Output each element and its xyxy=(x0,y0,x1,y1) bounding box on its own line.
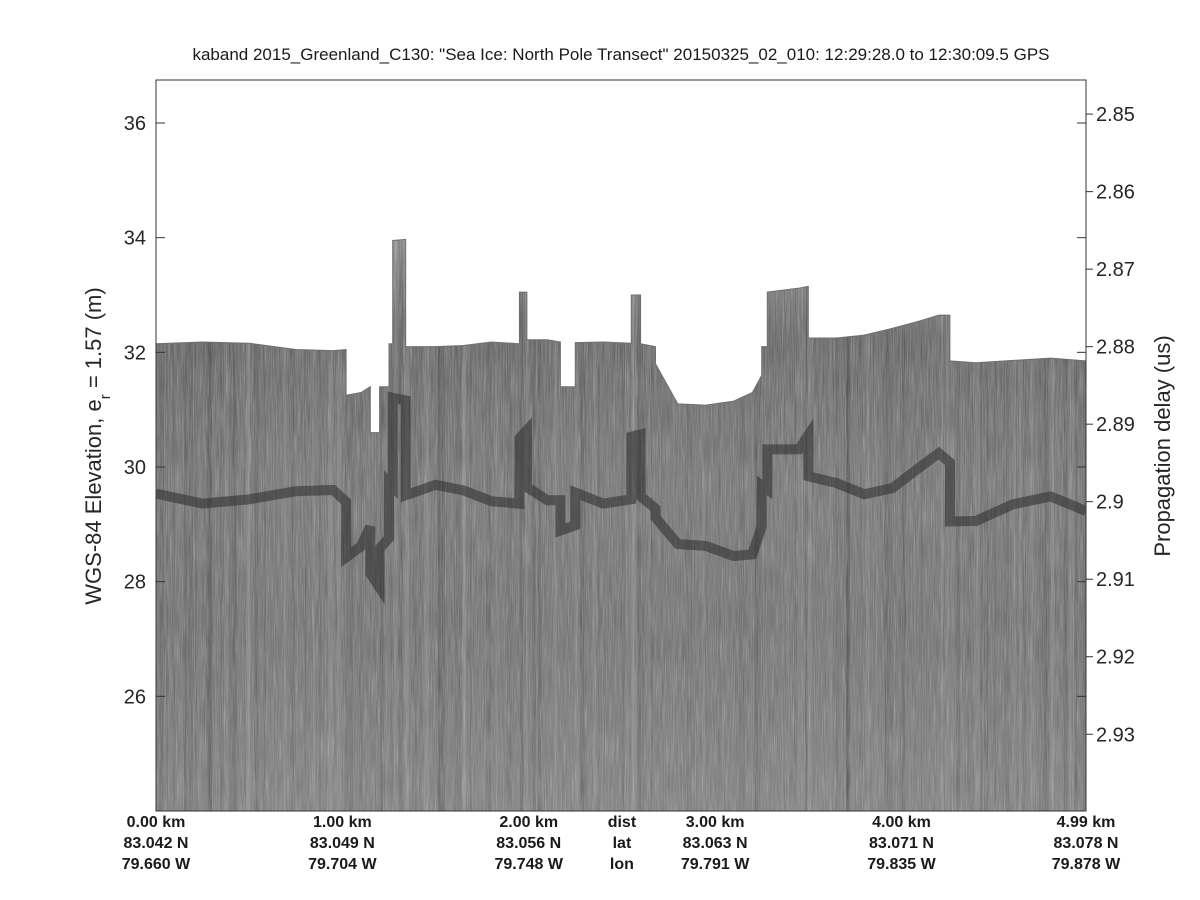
right-tick-label: 2.9 xyxy=(1096,492,1124,514)
bottom-label: 79.835 W xyxy=(867,856,936,873)
bottom-label: 79.878 W xyxy=(1052,856,1121,873)
left-tick-label: 26 xyxy=(124,686,146,708)
bottom-label: 3.00 km xyxy=(686,814,745,831)
left-tick-label: 34 xyxy=(124,228,146,250)
left-axis-label: WGS-84 Elevation, er = 1.57 (m) xyxy=(81,287,114,604)
right-tick-label: 2.86 xyxy=(1096,182,1135,204)
right-tick-label: 2.85 xyxy=(1096,104,1135,126)
left-y-axis: 26 28 30 32 34 36 xyxy=(124,113,1086,708)
left-tick-label: 30 xyxy=(124,457,146,479)
right-tick-label: 2.89 xyxy=(1096,414,1135,436)
right-tick-label: 2.87 xyxy=(1096,259,1135,281)
bottom-label: lon xyxy=(610,856,634,873)
bottom-label: 83.063 N xyxy=(683,835,748,852)
bottom-label: 83.071 N xyxy=(869,835,934,852)
chart-title: kaband 2015_Greenland_C130: "Sea Ice: No… xyxy=(192,45,1049,64)
bottom-label: 79.704 W xyxy=(308,856,377,873)
right-tick-label: 2.92 xyxy=(1096,647,1135,669)
right-tick-label: 2.88 xyxy=(1096,337,1135,359)
bottom-label: 2.00 km xyxy=(499,814,558,831)
left-tick-label: 28 xyxy=(124,572,146,594)
bottom-label: 83.049 N xyxy=(310,835,375,852)
bottom-label: 79.748 W xyxy=(495,856,564,873)
bottom-label: 83.042 N xyxy=(124,835,189,852)
bottom-label: 79.791 W xyxy=(681,856,750,873)
bottom-label: 0.00 km xyxy=(127,814,186,831)
bottom-label: 4.99 km xyxy=(1057,814,1116,831)
bottom-label: lat xyxy=(613,835,632,852)
right-tick-label: 2.93 xyxy=(1096,724,1135,746)
bottom-label: dist xyxy=(608,814,637,831)
bottom-label: 83.056 N xyxy=(496,835,561,852)
left-tick-label: 36 xyxy=(124,113,146,135)
bottom-axis-labels: 0.00 km 1.00 km 2.00 km dist 3.00 km 4.00 km 4… xyxy=(122,814,1121,873)
bottom-label: 79.660 W xyxy=(122,856,191,873)
ice-surface-profile xyxy=(155,238,1087,434)
bottom-label: 1.00 km xyxy=(313,814,372,831)
bottom-label: 83.078 N xyxy=(1054,835,1119,852)
right-axis-label: Propagation delay (us) xyxy=(1150,335,1175,556)
right-tick-label: 2.91 xyxy=(1096,569,1135,591)
bottom-label: 4.00 km xyxy=(872,814,931,831)
left-tick-label: 32 xyxy=(124,342,146,364)
right-y-axis: 2.85 2.86 2.87 2.88 2.89 2.9 2.91 2.92 2.93 xyxy=(1086,104,1135,746)
